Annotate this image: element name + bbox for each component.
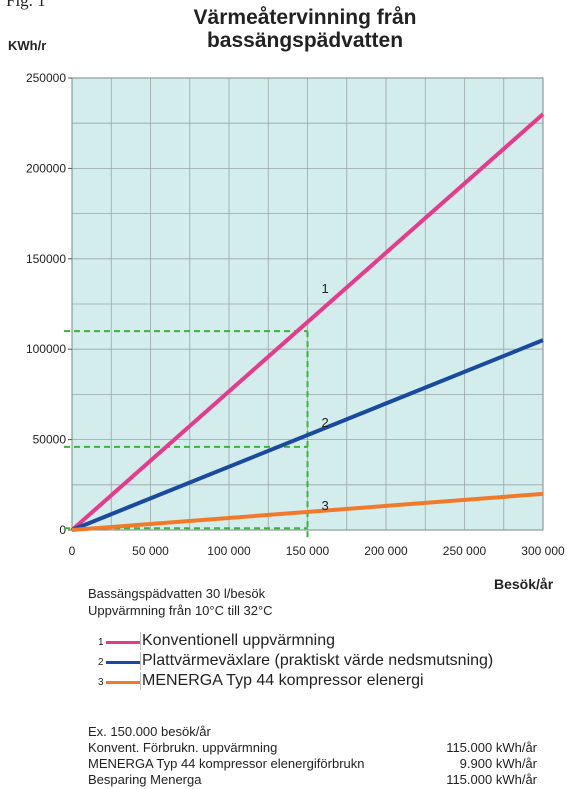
y-tick-label: 100000 <box>26 342 66 356</box>
chart-title: Värmeåtervinning från bassängspädvatten <box>140 6 470 52</box>
y-tick-label: 50000 <box>33 433 67 447</box>
x-tick-label: 250 000 <box>443 544 487 558</box>
example-row-2: MENERGA Typ 44 kompressor elenergiförbru… <box>88 756 548 771</box>
chart-title-line-1: Värmeåtervinning från <box>193 6 417 29</box>
x-tick-label: 100 000 <box>207 544 251 558</box>
example-heading: Ex. 150.000 besök/år <box>88 724 211 739</box>
note-heating-range: Uppvärmning från 10°C till 32°C <box>88 603 273 618</box>
legend-label-2: Plattvärmeväxlare (praktiskt värde nedsm… <box>140 652 494 670</box>
y-tick-label: 0 <box>59 523 66 537</box>
example-label-3: Besparing Menerga <box>88 772 202 787</box>
example-row-3: Besparing Menerga 115.000 kWh/år <box>88 772 548 787</box>
example-value-1: 115.000 kWh/år <box>446 740 537 755</box>
chart-title-line-2: bassängspädvatten <box>206 29 404 52</box>
series-marker-label-3: 3 <box>322 498 329 513</box>
legend-label-3: MENERGA Typ 44 kompressor elenergi <box>140 672 424 690</box>
x-tick-label: 50 000 <box>132 544 169 558</box>
y-tick-label: 200000 <box>26 161 66 175</box>
series-marker-label-2: 2 <box>322 415 329 430</box>
example-label-2: MENERGA Typ 44 kompressor elenergiförbru… <box>88 756 365 771</box>
x-tick-label: 300 000 <box>521 544 565 558</box>
series-marker-label-1: 1 <box>322 281 329 296</box>
legend-swatch-2 <box>106 661 140 664</box>
series-line-3 <box>71 491 544 532</box>
x-tick-label: 150 000 <box>286 544 330 558</box>
legend-marker-1: 1 <box>98 637 104 648</box>
example-value-2: 9.900 kWh/år <box>459 756 537 771</box>
series-line-2 <box>71 338 544 532</box>
legend-label-1: Konventionell uppvärmning <box>140 632 336 650</box>
x-tick-label: 0 <box>69 544 76 558</box>
legend-marker-2: 2 <box>98 657 104 668</box>
figure-label: Fig. 1 <box>6 0 46 10</box>
y-axis-label: KWh/r <box>8 38 47 53</box>
legend-marker-3: 3 <box>98 677 104 688</box>
example-value-3: 115.000 kWh/år <box>446 772 537 787</box>
example-label-1: Konvent. Förbrukn. uppvärmning <box>88 740 278 755</box>
example-row-1: Konvent. Förbrukn. uppvärmning 115.000 k… <box>88 740 548 755</box>
note-water-per-visit: Bassängspädvatten 30 l/besök <box>88 586 266 601</box>
x-axis-label: Besök/år <box>494 576 554 592</box>
series-line-1 <box>70 112 545 532</box>
y-tick-label: 250000 <box>26 71 66 85</box>
plot-border <box>71 77 544 531</box>
legend-swatch-3 <box>106 681 140 684</box>
y-tick-label: 150000 <box>26 252 66 266</box>
chart-plot: 0 50000 100000 150000 200000 250000 0 50 000 100… <box>26 71 565 558</box>
x-tick-label: 200 000 <box>364 544 408 558</box>
legend-swatch-1 <box>106 641 140 644</box>
